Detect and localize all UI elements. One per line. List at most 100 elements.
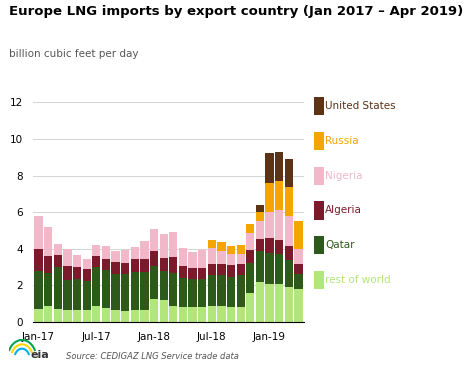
Bar: [275, 240, 283, 254]
Bar: [217, 276, 226, 306]
Bar: [275, 254, 283, 284]
Bar: [169, 232, 177, 257]
Bar: [198, 307, 206, 322]
Bar: [227, 254, 235, 265]
Text: Qatar: Qatar: [325, 240, 355, 250]
Bar: [275, 152, 283, 181]
Bar: [111, 262, 120, 274]
Bar: [150, 251, 158, 266]
Text: Europe LNG imports by export country (Jan 2017 – Apr 2019): Europe LNG imports by export country (Ja…: [9, 5, 464, 19]
Bar: [92, 256, 100, 267]
Bar: [237, 245, 245, 254]
Bar: [131, 247, 139, 259]
Bar: [189, 279, 197, 307]
Bar: [169, 273, 177, 306]
Bar: [160, 271, 168, 300]
Bar: [150, 266, 158, 299]
Bar: [73, 279, 81, 310]
Bar: [265, 183, 274, 212]
Text: eia: eia: [30, 350, 49, 360]
Bar: [275, 210, 283, 240]
Bar: [73, 255, 81, 267]
Bar: [227, 307, 235, 322]
Bar: [121, 250, 129, 263]
Bar: [169, 257, 177, 273]
Bar: [265, 212, 274, 238]
Bar: [246, 293, 255, 322]
Bar: [294, 289, 302, 322]
Bar: [160, 234, 168, 258]
Bar: [35, 309, 43, 322]
Bar: [217, 251, 226, 264]
Bar: [111, 274, 120, 310]
Bar: [131, 259, 139, 272]
Text: Russia: Russia: [325, 136, 359, 146]
Bar: [160, 258, 168, 271]
Bar: [35, 249, 43, 271]
Bar: [150, 299, 158, 322]
Bar: [246, 234, 255, 250]
Bar: [63, 249, 72, 266]
Bar: [198, 279, 206, 307]
Bar: [44, 306, 52, 322]
Bar: [285, 159, 293, 187]
Bar: [275, 284, 283, 322]
Bar: [44, 227, 52, 256]
Bar: [294, 264, 302, 274]
Bar: [102, 246, 110, 259]
Bar: [44, 273, 52, 306]
Bar: [63, 280, 72, 310]
Bar: [265, 253, 274, 284]
Bar: [246, 224, 255, 234]
Bar: [73, 310, 81, 322]
Bar: [121, 311, 129, 322]
Bar: [179, 266, 187, 278]
Bar: [140, 241, 148, 259]
Bar: [285, 246, 293, 260]
Bar: [131, 272, 139, 310]
Bar: [227, 277, 235, 307]
Bar: [246, 263, 255, 293]
Bar: [208, 306, 216, 322]
Bar: [256, 212, 264, 221]
Bar: [256, 239, 264, 251]
Bar: [189, 268, 197, 279]
Bar: [256, 251, 264, 282]
Bar: [256, 205, 264, 212]
Bar: [63, 310, 72, 322]
Bar: [179, 248, 187, 266]
Bar: [92, 306, 100, 322]
Bar: [160, 300, 168, 322]
Bar: [265, 284, 274, 322]
Bar: [92, 245, 100, 256]
Bar: [285, 260, 293, 287]
Bar: [208, 264, 216, 276]
Bar: [54, 267, 62, 309]
Bar: [227, 265, 235, 277]
Bar: [227, 246, 235, 254]
Bar: [285, 287, 293, 322]
Bar: [140, 259, 148, 272]
Text: rest of world: rest of world: [325, 275, 391, 285]
Bar: [102, 259, 110, 270]
Bar: [44, 256, 52, 273]
Bar: [73, 267, 81, 279]
Bar: [102, 308, 110, 322]
Text: Source: CEDIGAZ LNG Service trade data: Source: CEDIGAZ LNG Service trade data: [66, 351, 238, 361]
Bar: [54, 309, 62, 322]
Bar: [92, 267, 100, 306]
Bar: [111, 310, 120, 322]
Bar: [140, 272, 148, 310]
Bar: [237, 254, 245, 264]
Bar: [102, 270, 110, 308]
Bar: [35, 271, 43, 309]
Bar: [82, 281, 91, 310]
Bar: [82, 269, 91, 281]
Bar: [208, 276, 216, 306]
Bar: [256, 282, 264, 322]
Bar: [217, 306, 226, 322]
Bar: [82, 310, 91, 322]
Bar: [275, 181, 283, 210]
Bar: [256, 221, 264, 239]
Text: billion cubic feet per day: billion cubic feet per day: [9, 49, 139, 59]
